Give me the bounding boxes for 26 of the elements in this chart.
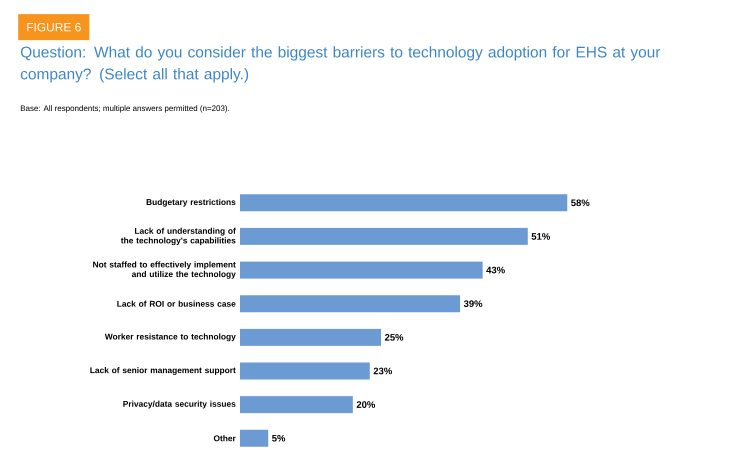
bar: [240, 228, 528, 245]
data-label: 51%: [532, 233, 550, 240]
bar: [240, 295, 460, 312]
data-label: 5%: [272, 434, 286, 442]
bar: [240, 262, 483, 279]
caption: FIGURE 6: [27, 22, 81, 32]
bar: [240, 194, 568, 212]
data-label: 25%: [384, 334, 404, 341]
y-tick-label: Other: [214, 435, 236, 442]
bar: [240, 362, 370, 380]
bar: [240, 328, 382, 346]
data-label: 58%: [571, 199, 590, 206]
y-tick-label: Lack of senior management support: [90, 367, 236, 375]
bar: [240, 396, 353, 414]
data-label: 39%: [464, 300, 482, 308]
data-label: 43%: [486, 266, 505, 274]
bar: [240, 430, 268, 447]
y-tick-label: Budgetary restrictions: [146, 198, 236, 207]
data-label: 23%: [374, 368, 392, 374]
y-tick-label: Worker resistance to technology: [104, 333, 236, 342]
y-tick-label: Lack of ROI or business case: [117, 300, 236, 307]
data-label: 20%: [356, 401, 376, 408]
chart-title: Question: What do you consider the biggest barriers to technology adoption for EHS at your company? (Select all that apply.): [20, 46, 660, 82]
y-tick-label: Lack of understanding of the technology's capabilities: [120, 228, 236, 246]
y-tick-label: Privacy/data security issues: [123, 400, 236, 408]
y-tick-label: Not staffed to effectively implement and utilize the technology: [93, 261, 236, 279]
